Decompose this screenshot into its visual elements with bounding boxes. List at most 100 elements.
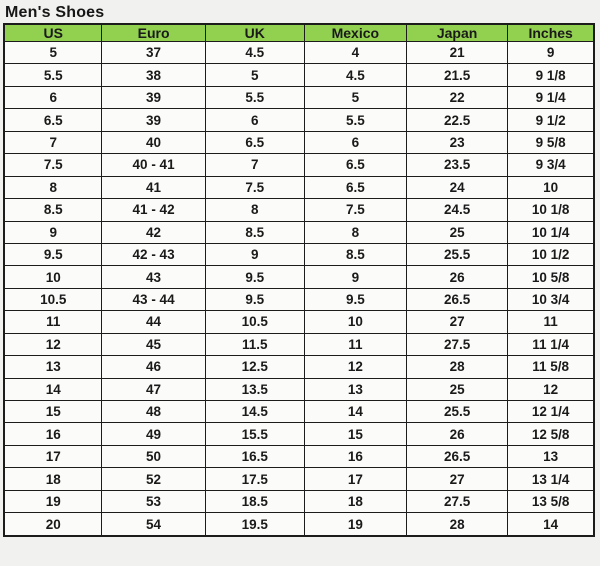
table-row: 14 47 13.5 13 25 12 — [3, 377, 595, 402]
table-cell: 9 3/4 — [507, 153, 595, 177]
table-cell: 9.5 — [204, 265, 305, 289]
table-cell: 10.5 — [204, 310, 305, 334]
table-row: 9.5 42 - 43 9 8.5 25.5 10 1/2 — [3, 242, 595, 267]
table-cell: 9 — [303, 265, 407, 289]
table-cell: 6 — [204, 108, 305, 132]
table-cell: 9 5/8 — [507, 130, 595, 155]
table-cell: 15 — [303, 422, 407, 446]
table-cell: 47 — [101, 377, 206, 402]
table-cell: 18 — [3, 467, 103, 491]
table-cell: 12 1/4 — [507, 399, 595, 424]
table-cell: 13 — [303, 377, 407, 402]
table-cell: 28 — [405, 512, 509, 537]
table-cell: 27.5 — [405, 332, 509, 357]
table-cell: 5 — [303, 85, 407, 110]
table-row: 6 39 5.5 5 22 9 1/4 — [3, 85, 595, 110]
table-cell: 23 — [405, 130, 509, 155]
table-cell: 13.5 — [204, 377, 305, 402]
column-header-inches: Inches — [507, 23, 595, 42]
table-cell: 10 3/4 — [507, 287, 595, 312]
table-row: 12 45 11.5 11 27.5 11 1/4 — [3, 332, 595, 357]
table-cell: 10 1/4 — [507, 220, 595, 244]
table-cell: 8.5 — [204, 220, 305, 244]
table-cell: 12 5/8 — [507, 422, 595, 446]
column-header-us: US — [3, 23, 103, 42]
table-cell: 17 — [303, 467, 407, 491]
table-cell: 9 1/2 — [507, 108, 595, 132]
table-cell: 10 — [3, 265, 103, 289]
table-cell: 12 — [507, 377, 595, 402]
table-cell: 10.5 — [3, 287, 103, 312]
table-cell: 8 — [303, 220, 407, 244]
table-row: 17 50 16.5 16 26.5 13 — [3, 444, 595, 469]
table-cell: 15 — [3, 399, 103, 424]
table-cell: 38 — [101, 63, 206, 87]
table-cell: 10 1/8 — [507, 198, 595, 222]
table-cell: 5.5 — [204, 85, 305, 110]
table-cell: 18 — [303, 489, 407, 514]
table-cell: 6.5 — [204, 130, 305, 155]
table-cell: 15.5 — [204, 422, 305, 446]
table-cell: 19.5 — [204, 512, 305, 537]
table-cell: 42 — [101, 220, 206, 244]
table-row: 7.5 40 - 41 7 6.5 23.5 9 3/4 — [3, 153, 595, 177]
table-cell: 9.5 — [3, 242, 103, 267]
table-cell: 43 — [101, 265, 206, 289]
table-cell: 16 — [3, 422, 103, 446]
table-cell: 46 — [101, 355, 206, 379]
table-cell: 10 5/8 — [507, 265, 595, 289]
table-row: 5 37 4.5 4 21 9 — [3, 40, 595, 65]
table-row: 8.5 41 - 42 8 7.5 24.5 10 1/8 — [3, 198, 595, 222]
table-cell: 7.5 — [303, 198, 407, 222]
table-cell: 6.5 — [3, 108, 103, 132]
table-cell: 48 — [101, 399, 206, 424]
table-cell: 27 — [405, 467, 509, 491]
table-row: 5.5 38 5 4.5 21.5 9 1/8 — [3, 63, 595, 87]
table-cell: 6 — [303, 130, 407, 155]
table-cell: 13 1/4 — [507, 467, 595, 491]
table-cell: 27 — [405, 310, 509, 334]
table-cell: 41 — [101, 175, 206, 200]
table-cell: 22.5 — [405, 108, 509, 132]
table-cell: 11 — [507, 310, 595, 334]
table-row: 13 46 12.5 12 28 11 5/8 — [3, 355, 595, 379]
table-cell: 17 — [3, 444, 103, 469]
table-cell: 49 — [101, 422, 206, 446]
table-row: 18 52 17.5 17 27 13 1/4 — [3, 467, 595, 491]
table-cell: 37 — [101, 40, 206, 65]
table-cell: 4.5 — [204, 40, 305, 65]
table-cell: 23.5 — [405, 153, 509, 177]
table-body: 5 37 4.5 4 21 9 5.5 38 5 4.5 21.5 9 1/8 6 39 5.5 5 22 9 1… — [3, 40, 595, 537]
table-cell: 6.5 — [303, 175, 407, 200]
table-cell: 10 — [507, 175, 595, 200]
table-cell: 8.5 — [3, 198, 103, 222]
table-cell: 10 — [303, 310, 407, 334]
table-cell: 8 — [3, 175, 103, 200]
table-cell: 24.5 — [405, 198, 509, 222]
table-cell: 39 — [101, 85, 206, 110]
table-cell: 45 — [101, 332, 206, 357]
table-cell: 7.5 — [3, 153, 103, 177]
table-row: 8 41 7.5 6.5 24 10 — [3, 175, 595, 200]
table-cell: 26.5 — [405, 287, 509, 312]
table-cell: 53 — [101, 489, 206, 514]
table-cell: 7 — [3, 130, 103, 155]
table-cell: 25 — [405, 377, 509, 402]
table-cell: 43 - 44 — [101, 287, 206, 312]
column-header-uk: UK — [204, 23, 305, 42]
table-cell: 50 — [101, 444, 206, 469]
table-cell: 10 1/2 — [507, 242, 595, 267]
table-cell: 5.5 — [303, 108, 407, 132]
table-cell: 9.5 — [204, 287, 305, 312]
table-cell: 21 — [405, 40, 509, 65]
table-cell: 9 — [204, 242, 305, 267]
table-cell: 18.5 — [204, 489, 305, 514]
table-cell: 24 — [405, 175, 509, 200]
table-cell: 22 — [405, 85, 509, 110]
table-cell: 8.5 — [303, 242, 407, 267]
table-cell: 40 — [101, 130, 206, 155]
table-cell: 17.5 — [204, 467, 305, 491]
table-cell: 8 — [204, 198, 305, 222]
table-cell: 5 — [204, 63, 305, 87]
table-cell: 9 1/8 — [507, 63, 595, 87]
